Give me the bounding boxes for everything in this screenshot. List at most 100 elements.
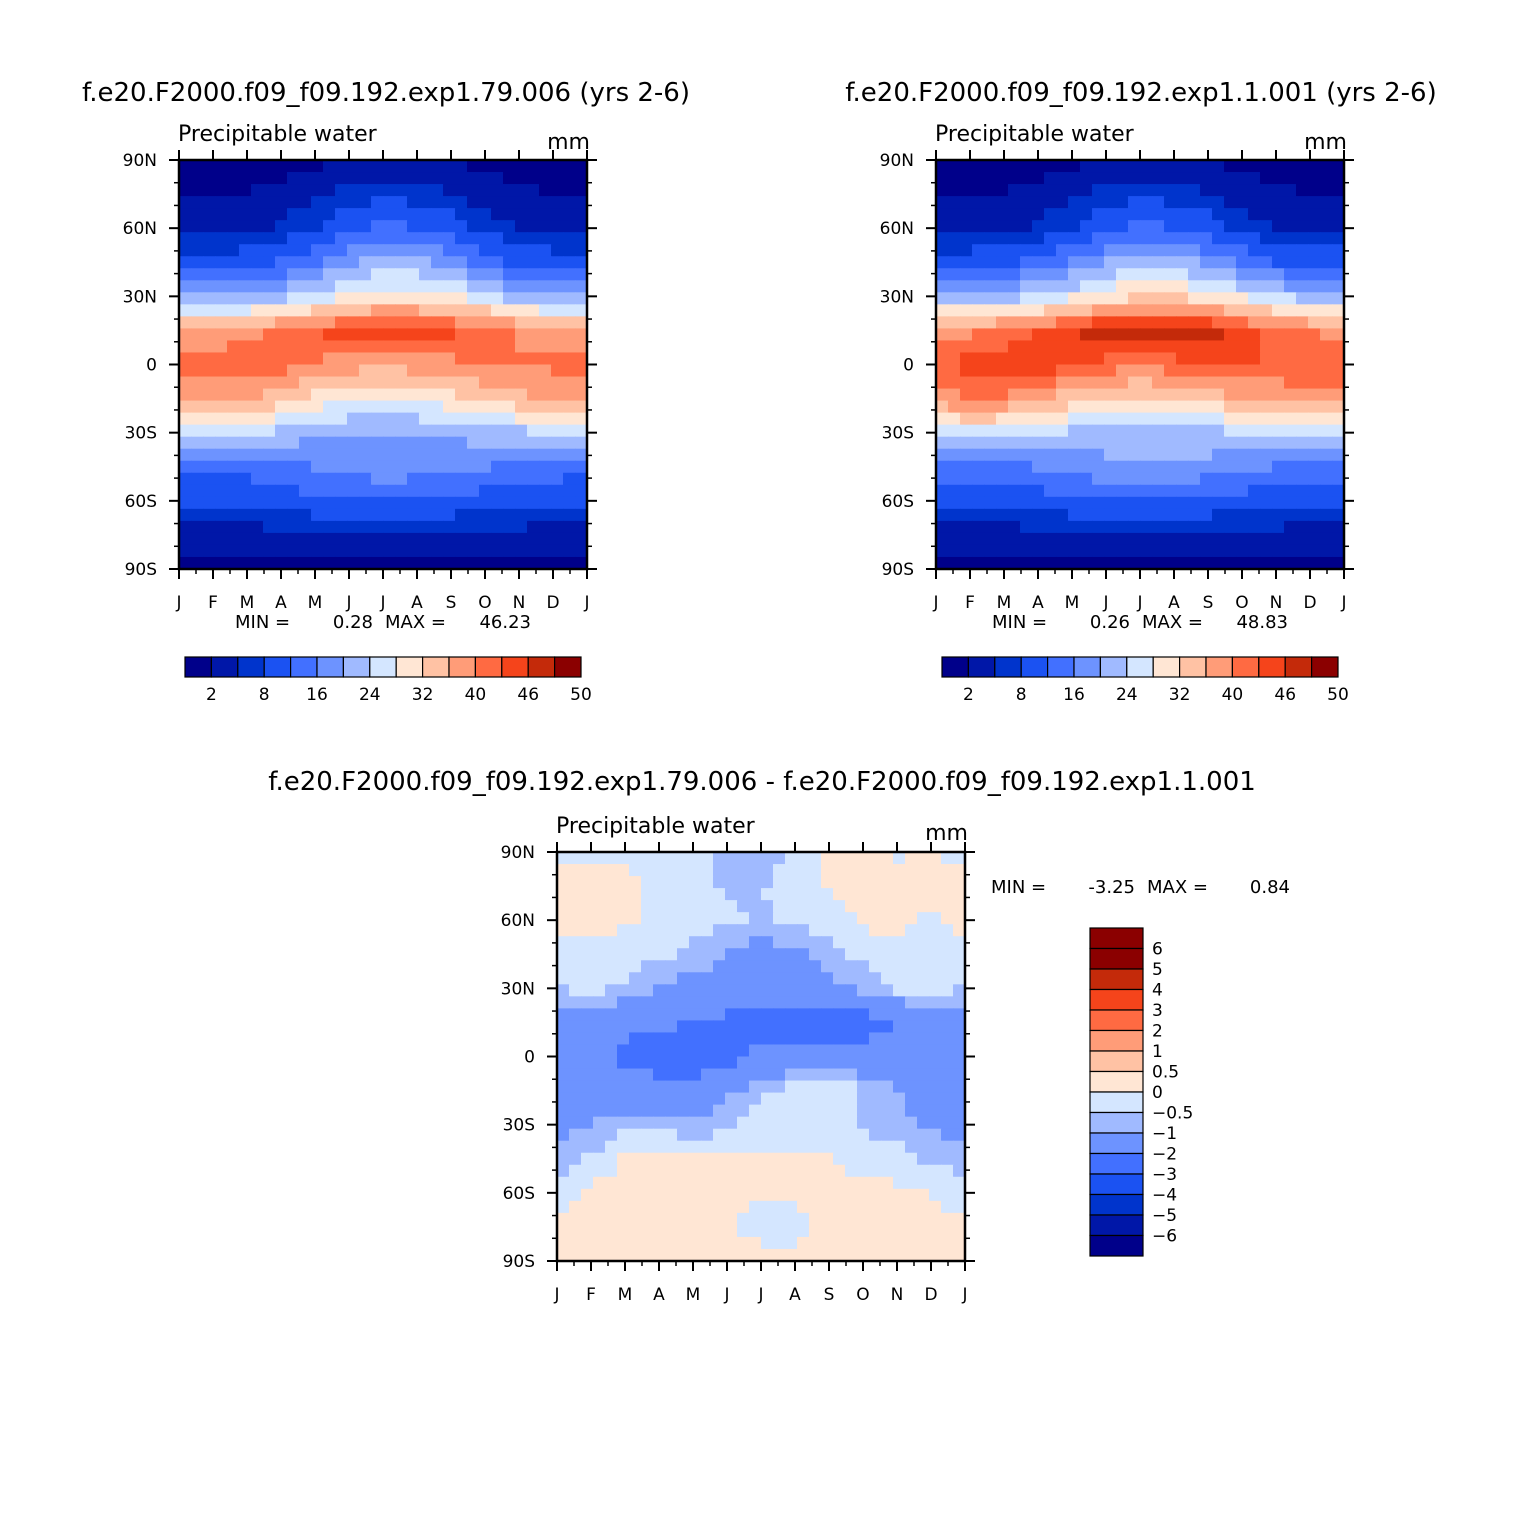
- field-cell: [503, 352, 516, 366]
- field-cell: [569, 924, 582, 937]
- field-cell: [833, 1020, 846, 1034]
- field-cell: [263, 196, 276, 209]
- field-cell: [617, 1032, 630, 1046]
- field-cell: [503, 376, 516, 390]
- field-cell: [179, 532, 192, 546]
- field-cell: [455, 268, 468, 281]
- field-cell: [347, 364, 360, 378]
- field-cell: [972, 232, 985, 245]
- field-cell: [1308, 328, 1321, 342]
- field-cell: [575, 436, 588, 450]
- field-cell: [503, 292, 516, 305]
- field-cell: [407, 364, 420, 378]
- field-cell: [359, 532, 372, 546]
- field-cell: [479, 352, 492, 366]
- colorbar-label: 6: [1152, 940, 1163, 960]
- field-cell: [335, 340, 348, 354]
- field-cell: [383, 172, 396, 185]
- field-cell: [749, 1128, 762, 1142]
- field-cell: [749, 852, 762, 865]
- field-cell: [1140, 244, 1153, 257]
- field-cell: [713, 1200, 726, 1214]
- field-cell: [239, 388, 252, 402]
- field-cell: [179, 172, 192, 185]
- field-cell: [491, 196, 504, 209]
- field-cell: [761, 1068, 774, 1082]
- field-cell: [749, 948, 762, 961]
- field-cell: [773, 1236, 786, 1250]
- field-cell: [383, 256, 396, 269]
- field-cell: [905, 1128, 918, 1142]
- field-cell: [179, 304, 192, 317]
- colorbar-box: [994, 656, 1022, 678]
- field-cell: [996, 436, 1009, 450]
- field-cell: [761, 1104, 774, 1118]
- field-cell: [984, 328, 997, 342]
- field-cell: [936, 496, 949, 510]
- field-cell: [689, 1068, 702, 1082]
- field-cell: [960, 340, 973, 354]
- field-cell: [689, 1116, 702, 1130]
- field-cell: [251, 352, 264, 366]
- field-cell: [1116, 160, 1129, 173]
- colorbar-box: [1089, 1193, 1144, 1216]
- field-cell: [1296, 364, 1309, 378]
- field-cell: [1188, 208, 1201, 221]
- field-cell: [455, 448, 468, 462]
- field-cell: [251, 496, 264, 510]
- field-cell: [881, 1128, 894, 1142]
- field-cell: [1308, 412, 1321, 426]
- field-cell: [701, 936, 714, 949]
- field-cell: [1056, 496, 1069, 510]
- field-cell: [239, 472, 252, 486]
- field-cell: [347, 220, 360, 233]
- field-cell: [1056, 328, 1069, 342]
- field-cell: [960, 496, 973, 510]
- field-cell: [1104, 388, 1117, 402]
- colorbar-label: 40: [1222, 685, 1244, 705]
- field-cell: [419, 448, 432, 462]
- field-cell: [629, 1140, 642, 1154]
- field-cell: [893, 1032, 906, 1046]
- field-cell: [960, 232, 973, 245]
- field-cell: [1176, 268, 1189, 281]
- field-cell: [641, 1188, 654, 1202]
- field-cell: [1116, 472, 1129, 486]
- field-cell: [1248, 556, 1261, 570]
- field-cell: [713, 864, 726, 877]
- field-cell: [215, 232, 228, 245]
- field-cell: [1128, 268, 1141, 281]
- field-cell: [749, 1152, 762, 1166]
- field-cell: [948, 352, 961, 366]
- field-cell: [287, 220, 300, 233]
- field-cell: [1056, 412, 1069, 426]
- field-cell: [371, 208, 384, 221]
- field-cell: [1176, 424, 1189, 438]
- field-cell: [1236, 496, 1249, 510]
- field-cell: [275, 400, 288, 414]
- field-cell: [665, 912, 678, 925]
- colorbar-label: 2: [1152, 1022, 1163, 1042]
- field-cell: [1104, 208, 1117, 221]
- field-cell: [1260, 304, 1273, 317]
- field-cell: [629, 1164, 642, 1178]
- field-cell: [984, 364, 997, 378]
- field-cell: [251, 232, 264, 245]
- field-cell: [1080, 160, 1093, 173]
- field-cell: [972, 460, 985, 474]
- field-cell: [629, 1248, 642, 1262]
- field-cell: [749, 936, 762, 949]
- field-cell: [857, 936, 870, 949]
- field-cell: [845, 1188, 858, 1202]
- field-cell: [833, 1152, 846, 1166]
- field-cell: [1092, 304, 1105, 317]
- field-cell: [1164, 556, 1177, 570]
- field-cell: [557, 924, 570, 937]
- field-cell: [929, 1152, 942, 1166]
- field-cell: [1020, 172, 1033, 185]
- field-cell: [251, 280, 264, 293]
- field-cell: [929, 1164, 942, 1178]
- field-cell: [455, 484, 468, 498]
- field-cell: [581, 936, 594, 949]
- field-cell: [1056, 340, 1069, 354]
